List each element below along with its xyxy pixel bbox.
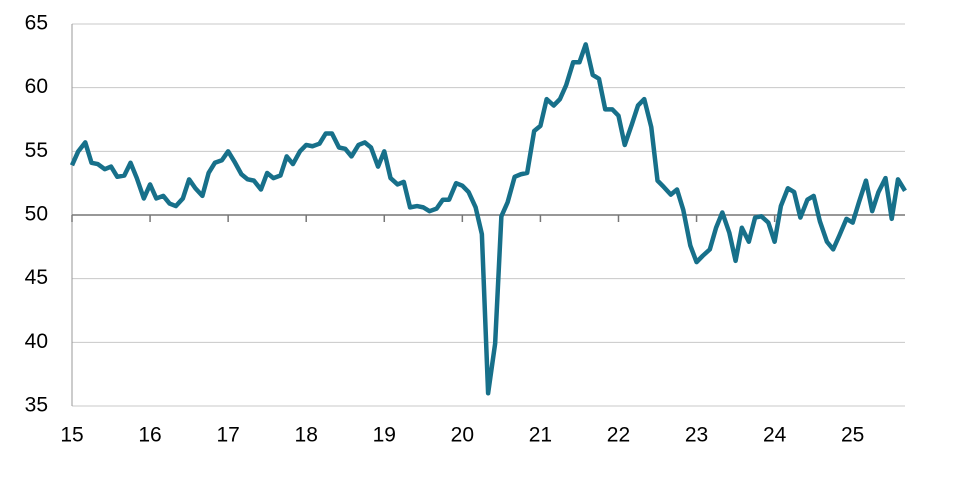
y-tick-label: 60 <box>25 75 48 98</box>
y-tick-label: 55 <box>25 139 48 162</box>
y-tick-label: 40 <box>25 330 48 353</box>
y-tick-label: 45 <box>25 266 48 289</box>
x-tick-label: 15 <box>60 424 83 447</box>
data-line <box>69 42 907 396</box>
x-tick-label: 22 <box>607 424 630 447</box>
x-tick-label: 19 <box>373 424 396 447</box>
y-tick-label: 65 <box>25 12 48 35</box>
x-tick-label: 18 <box>295 424 318 447</box>
y-tick-label: 35 <box>25 394 48 417</box>
y-tick-label: 50 <box>25 203 48 226</box>
x-tick-label: 23 <box>685 424 708 447</box>
x-tick-label: 17 <box>216 424 239 447</box>
x-tick-label: 21 <box>529 424 552 447</box>
x-tick-label: 25 <box>841 424 864 447</box>
x-tick-label: 20 <box>451 424 474 447</box>
x-tick-label: 16 <box>138 424 161 447</box>
x-tick-label: 24 <box>763 424 787 447</box>
